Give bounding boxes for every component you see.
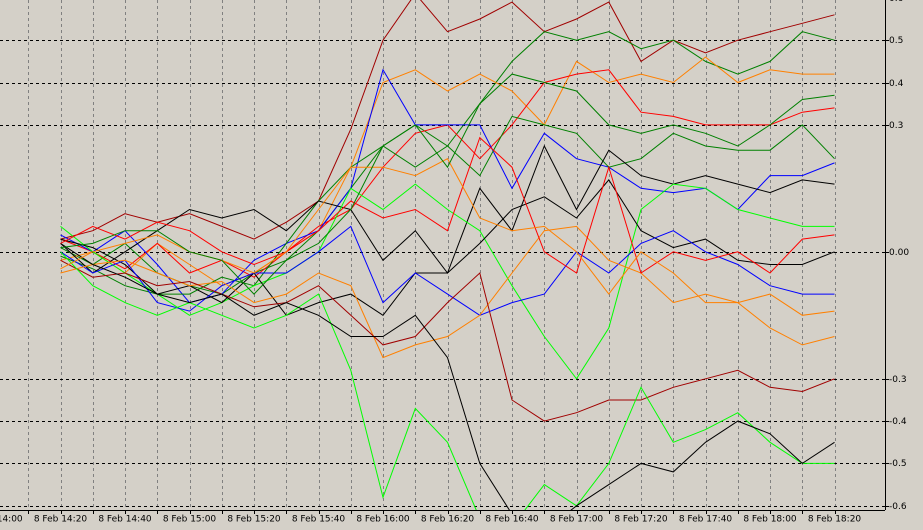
y-tick-label: 0.00 <box>889 248 909 258</box>
series-line <box>60 56 835 287</box>
x-tick-label: 8 Feb 17:40 <box>679 515 733 525</box>
labels: 8 Feb 14:00 8 Feb 14:20 8 Feb 14:40 8 Feb 1… <box>0 0 909 525</box>
y-tick-label: -0.4 <box>889 417 907 427</box>
y-tick-label: 0.3 <box>889 121 903 131</box>
lines <box>60 0 835 510</box>
x-tick-label: 8 Feb 16:00 <box>356 515 410 525</box>
x-tick-label: 8 Feb 17:00 <box>550 515 604 525</box>
x-tick-label: 8 Feb 15:00 <box>163 515 217 525</box>
x-tick-label: 8 Feb 16:40 <box>485 515 539 525</box>
y-tick-label: 0.5 <box>889 36 903 46</box>
series-line <box>60 225 835 359</box>
y-tick-label: 0.4 <box>889 79 904 89</box>
series-line <box>60 0 835 240</box>
grid <box>0 0 889 514</box>
series-line <box>60 242 835 510</box>
y-tick-label: 0.6 <box>889 0 904 4</box>
series-line <box>60 136 835 274</box>
x-tick-label: 8 Feb 16:20 <box>421 515 475 525</box>
series-line <box>60 259 835 422</box>
y-tick-label: -0.6 <box>889 502 907 512</box>
x-tick-label: 8 Feb 15:40 <box>292 515 346 525</box>
x-tick-label: 8 Feb 14:40 <box>98 515 152 525</box>
y-tick-label: -0.5 <box>889 459 907 469</box>
x-tick-label: 8 Feb 14:00 <box>0 515 23 525</box>
series-line <box>60 73 835 295</box>
x-tick-label: 8 Feb 14:20 <box>34 515 88 525</box>
x-tick-label: 8 Feb 17:20 <box>614 515 668 525</box>
x-tick-label: 8 Feb 15:20 <box>227 515 281 525</box>
x-tick-label: 8 Feb 18:20 <box>808 515 862 525</box>
series-line <box>60 115 835 295</box>
series-line <box>60 225 835 316</box>
series-line <box>60 183 835 380</box>
x-tick-label: 8 Feb 18:00 <box>743 515 797 525</box>
y-tick-label: -0.3 <box>889 375 907 385</box>
